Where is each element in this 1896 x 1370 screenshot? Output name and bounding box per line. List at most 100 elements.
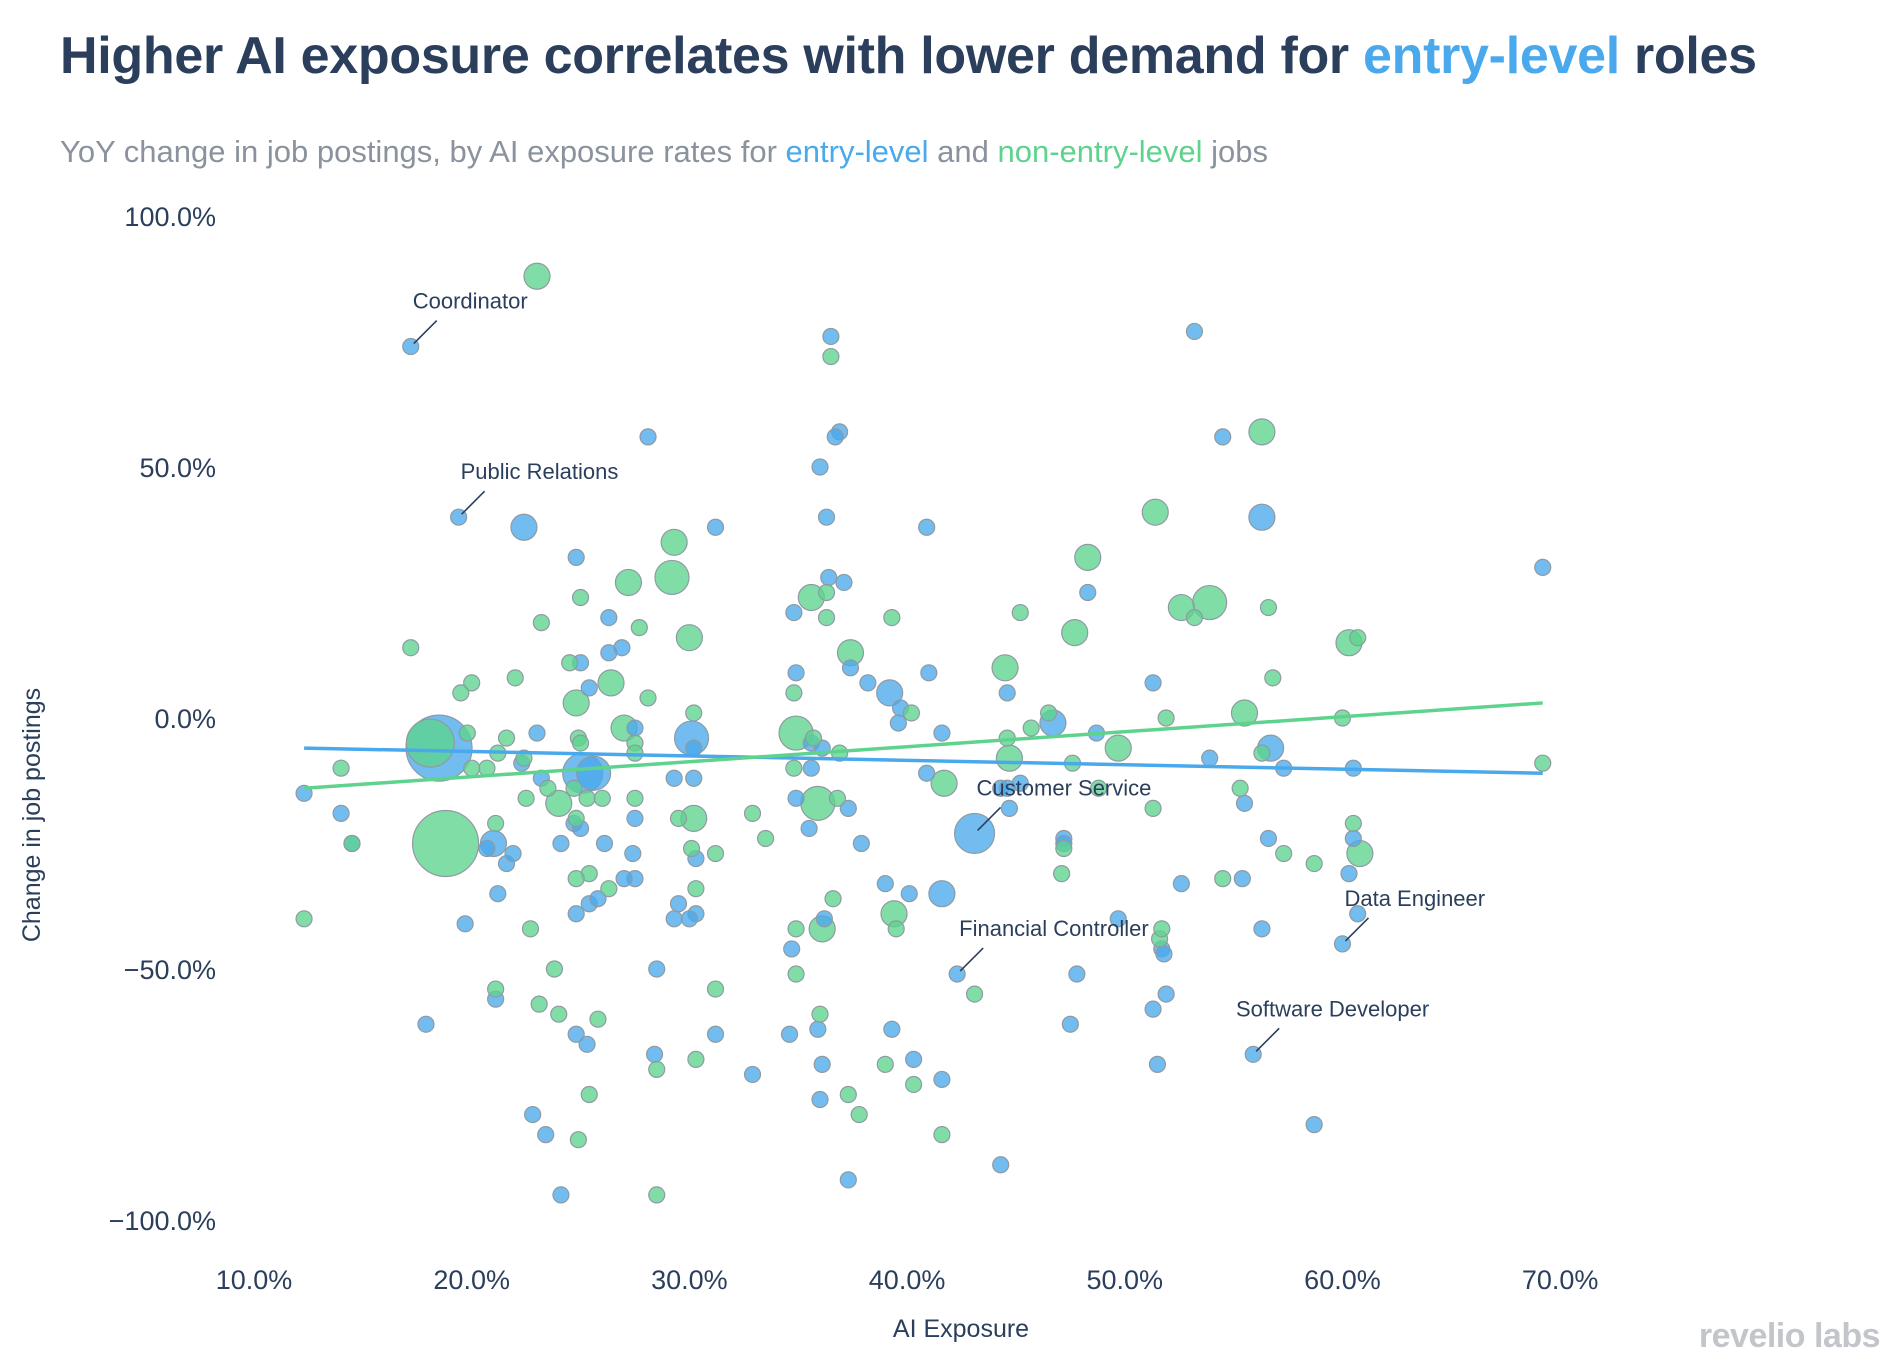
entry-level-point [876,875,894,893]
annotation-leader [461,490,486,515]
entry-level-point [813,1055,831,1073]
entry-level-point [817,508,836,526]
x-tick-label: 70.0% [1522,1265,1599,1295]
non-entry-level-point [883,608,901,627]
entry-level-point [822,327,840,346]
entry-level-point [332,804,350,822]
entry-level-point [680,910,698,928]
non-entry-level-point [1230,699,1259,727]
non-entry-level-point [1055,839,1073,858]
entry-level-point [820,568,838,587]
entry-level-point [839,799,857,817]
non-entry-level-point [785,684,803,702]
entry-level-point [615,870,633,888]
entry-level-point [575,755,612,791]
non-entry-level-point [1022,719,1040,737]
entry-level-point [809,1020,827,1038]
non-entry-level-point [965,985,984,1003]
entry-level-point [578,1035,596,1053]
non-entry-level-point [817,583,836,602]
non-entry-level-point [539,779,557,797]
non-entry-level-point [1061,619,1089,647]
non-entry-level-point [995,744,1023,772]
entry-level-point [859,674,877,692]
non-entry-level-point [743,804,762,822]
non-entry-level-point [785,759,803,777]
entry-level-point [595,834,614,853]
annotation-label: Coordinator [413,289,528,314]
entry-level-point [1172,875,1190,893]
entry-level-point [883,1020,901,1038]
entry-level-point [1214,428,1232,446]
entry-level-point [1201,749,1219,767]
subtitle-prefix: YoY change in job postings, by AI exposu… [60,134,786,169]
non-entry-level-point [1305,854,1323,873]
non-entry-level-point [887,920,905,938]
non-entry-level-point [562,689,590,717]
non-entry-level-point [411,809,480,878]
entry-level-point [626,809,644,828]
entry-level-point [510,513,538,541]
non-entry-level-point [1104,734,1132,762]
entry-level-point [1349,905,1367,923]
non-entry-level-point [1157,709,1175,727]
x-axis-ticks: 10.0% 20.0% 30.0% 40.0% 50.0% 60.0% 70.0% [216,1265,1599,1295]
non-entry-level-point [487,814,505,833]
non-entry-level-point [589,1010,607,1028]
y-tick-label: 0.0% [154,704,216,734]
y-axis-ticks: 100.0% 50.0% 0.0% −50.0% −100.0% [109,202,216,1236]
non-entry-level-point [669,809,688,828]
entry-level-point [928,880,956,908]
title-suffix: roles [1619,27,1757,85]
non-entry-level-point [660,528,688,556]
x-tick-label: 10.0% [216,1265,293,1295]
entry-level-point [580,679,598,697]
chart-subtitle: YoY change in job postings, by AI exposu… [60,134,1268,170]
non-entry-level-point [463,674,481,692]
non-entry-level-point [787,965,805,983]
annotation-label: Financial Controller [959,916,1149,941]
entry-level-point [1068,965,1086,983]
non-entry-level-point [800,785,836,821]
non-entry-level-point [517,789,535,807]
non-entry-level-point [571,734,590,752]
entry-level-point [669,895,688,913]
non-entry-level-point [675,624,703,652]
non-entry-level-point [930,769,958,797]
non-entry-level-point [1074,543,1102,571]
entry-level-point [811,1090,829,1109]
non-entry-level-point [550,1005,568,1023]
entry-level-point [743,1065,762,1084]
entry-level-point [1011,774,1029,792]
x-tick-label: 60.0% [1304,1265,1381,1295]
entry-level-point [524,1105,542,1124]
title-highlight: entry-level [1363,27,1620,85]
non-entry-level-point [597,669,625,697]
non-entry-level-point [811,1005,829,1023]
entry-level-point [876,679,904,707]
entry-level-point [800,819,818,838]
non-entry-level-point [1253,744,1271,762]
entry-level-point [889,714,907,732]
non-entry-level-point [530,995,548,1013]
non-entry-level-point [639,689,657,707]
y-tick-label: 50.0% [139,453,216,483]
entry-level-point [1148,1055,1167,1073]
non-entry-level-point [600,880,618,898]
entry-level-point [665,910,683,928]
entry-level-point [992,1156,1010,1174]
entry-level-point [552,1186,570,1204]
non-entry-level-point [1090,779,1108,797]
non-entry-level-point [463,759,481,777]
annotation-label: Software Developer [1236,996,1429,1021]
non-entry-level-point [822,347,840,366]
non-entry-level-point [497,729,516,747]
entry-level-point [645,1045,664,1063]
entry-level-point [600,608,618,627]
entry-level-point [1248,503,1276,531]
entry-level-point [1000,799,1018,817]
annotation-label: Public Relations [461,459,619,484]
non-entry-level-point [487,980,505,998]
non-entry-level-point [828,789,847,807]
non-entry-level-point [571,588,590,607]
